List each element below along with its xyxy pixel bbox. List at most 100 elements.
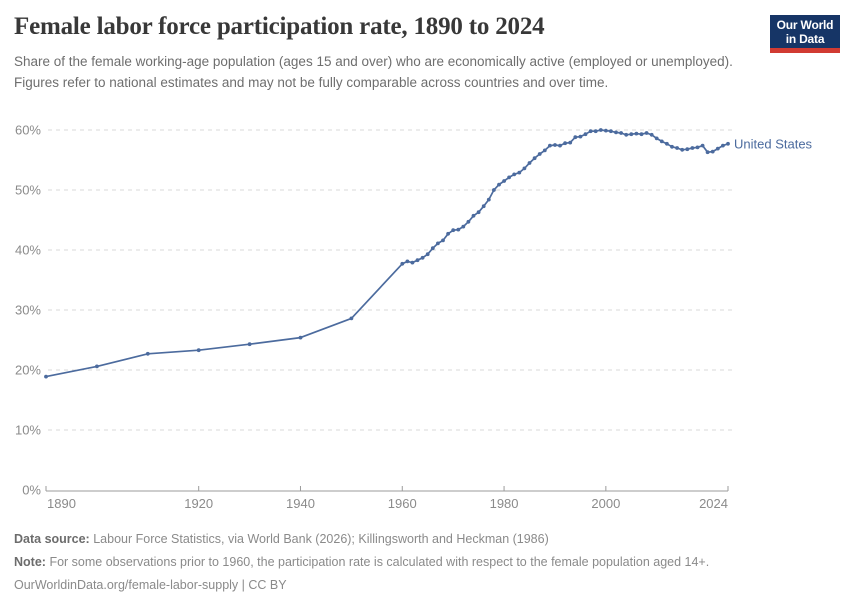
data-source-line: Data source: Labour Force Statistics, vi…	[14, 528, 814, 551]
x-axis-tick-label: 2000	[591, 496, 620, 511]
y-axis-tick-label: 20%	[15, 363, 41, 378]
data-point	[436, 241, 440, 246]
data-point	[558, 143, 562, 148]
note-line: Note: For some observations prior to 196…	[14, 551, 814, 574]
note-label: Note:	[14, 555, 46, 569]
data-point	[598, 128, 603, 132]
data-point	[583, 132, 588, 137]
data-point	[405, 259, 410, 264]
data-point	[573, 135, 578, 140]
owid-logo-line1: Our World	[776, 17, 834, 32]
data-point	[517, 170, 522, 175]
y-axis-tick-label: 60%	[15, 123, 41, 138]
citation-url[interactable]: OurWorldinData.org/female-labor-supply	[14, 578, 239, 592]
data-point	[553, 143, 557, 147]
data-point	[298, 335, 303, 340]
data-point	[624, 132, 629, 137]
data-point	[471, 213, 476, 218]
data-point	[578, 134, 583, 139]
data-point	[665, 141, 669, 146]
note-text: For some observations prior to 1960, the…	[49, 555, 710, 569]
data-point	[425, 252, 430, 257]
chart-footer: Data source: Labour Force Statistics, vi…	[14, 528, 814, 597]
data-point	[548, 143, 552, 148]
data-point	[537, 152, 542, 156]
x-axis-tick-label: 1960	[388, 496, 417, 511]
data-point	[507, 175, 511, 180]
data-point	[700, 143, 705, 148]
data-point	[726, 141, 730, 146]
data-point	[721, 143, 725, 148]
data-point	[690, 146, 695, 150]
chart-subtitle: Share of the female working-age populati…	[14, 54, 733, 90]
y-axis-tick-label: 30%	[15, 303, 41, 318]
data-point	[563, 141, 567, 146]
data-point	[670, 144, 674, 149]
data-point	[247, 342, 252, 347]
data-point	[502, 179, 506, 183]
data-point	[695, 145, 700, 150]
data-point	[685, 147, 690, 152]
data-point	[441, 238, 445, 243]
owid-logo-box: Our World in Data	[770, 15, 840, 48]
data-source-text: Labour Force Statistics, via World Bank …	[93, 532, 549, 546]
data-point	[145, 351, 150, 356]
data-point	[705, 150, 710, 155]
data-point	[497, 182, 501, 187]
data-point	[481, 204, 486, 209]
data-point	[639, 132, 644, 137]
y-axis-tick-label: 40%	[15, 243, 41, 258]
data-point	[400, 261, 405, 266]
data-point	[410, 260, 415, 265]
data-point	[466, 219, 471, 224]
data-point	[629, 132, 634, 137]
x-axis-tick-label: 1890	[47, 496, 76, 511]
data-point	[568, 140, 573, 145]
data-point	[588, 129, 593, 134]
data-point	[486, 197, 491, 202]
data-point	[675, 146, 679, 150]
data-point	[680, 147, 685, 152]
data-point	[634, 131, 639, 136]
data-point	[649, 132, 654, 137]
data-point	[430, 246, 435, 251]
x-axis-tick-label: 2024	[699, 496, 728, 511]
y-axis-tick-label: 0%	[22, 483, 41, 498]
data-point	[451, 228, 456, 233]
x-axis-tick-label: 1940	[286, 496, 315, 511]
data-point	[644, 131, 649, 135]
x-axis-tick-label: 1980	[490, 496, 519, 511]
data-point	[527, 161, 532, 165]
data-point	[95, 364, 99, 369]
data-point	[44, 374, 48, 379]
page-title: Female labor force participation rate, 1…	[14, 13, 545, 40]
entity-label[interactable]: United States	[734, 136, 813, 151]
data-point	[420, 255, 425, 260]
data-point	[446, 231, 450, 236]
data-point	[542, 148, 547, 153]
citation-line: OurWorldinData.org/female-labor-supply |…	[14, 574, 814, 597]
data-point	[609, 129, 613, 134]
data-point	[512, 172, 517, 177]
data-source-label: Data source:	[14, 532, 90, 546]
data-point	[522, 166, 527, 171]
data-point	[461, 224, 466, 229]
series-line	[45, 129, 729, 378]
data-point	[619, 131, 623, 135]
data-point	[715, 146, 720, 151]
citation-separator: |	[241, 578, 245, 592]
data-point	[492, 188, 496, 192]
owid-logo: Our World in Data	[770, 15, 840, 53]
owid-logo-line2: in Data	[785, 31, 825, 46]
y-axis-tick-label: 10%	[15, 423, 41, 438]
x-axis-tick-label: 1920	[184, 496, 213, 511]
data-point	[710, 149, 715, 154]
data-point	[654, 136, 659, 141]
data-point	[593, 129, 598, 134]
data-point	[532, 156, 537, 161]
data-point	[659, 139, 664, 144]
data-point	[349, 316, 354, 321]
data-point	[196, 348, 201, 353]
